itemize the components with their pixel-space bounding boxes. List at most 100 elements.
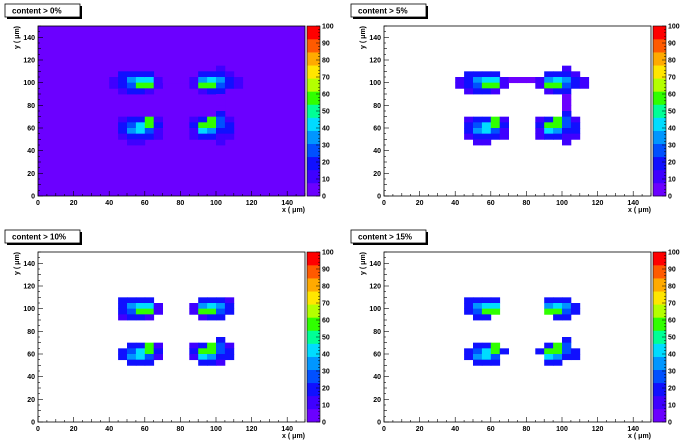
palette-swatch [653, 65, 666, 79]
heatmap-cell [189, 128, 199, 135]
x-tick-label: 80 [177, 200, 185, 207]
heatmap-cell [118, 116, 128, 123]
palette-swatch [653, 317, 666, 331]
x-tick-label: 120 [592, 200, 604, 207]
heatmap-cell [118, 71, 128, 78]
heatmap-cell [464, 77, 474, 84]
heatmap-cell [135, 359, 146, 366]
heatmap-cell [562, 128, 572, 135]
heatmap-cell [198, 88, 208, 95]
x-axis-label: x ( μm) [282, 207, 305, 214]
heatmap-cell [127, 308, 137, 315]
palette-tick-label: 70 [668, 301, 676, 308]
heatmap-cell [198, 314, 208, 321]
heatmap-cell [562, 348, 572, 355]
heatmap-cell [207, 348, 217, 355]
heatmap-cell [544, 354, 554, 361]
heatmap-cell [135, 354, 146, 361]
y-tick-label: 140 [23, 35, 35, 42]
heatmap-cell [562, 94, 572, 101]
heatmap-cell [499, 82, 509, 89]
heatmap-cell [490, 122, 501, 129]
heatmap-cell [499, 348, 509, 355]
panel-title-shadow [353, 17, 428, 19]
heatmap-cell [135, 122, 146, 129]
x-tick-label: 120 [246, 426, 258, 433]
heatmap-cell [544, 308, 554, 315]
palette-swatch [307, 65, 320, 79]
heatmap-cell [535, 82, 545, 89]
x-tick-label: 80 [523, 426, 531, 433]
heatmap-cell [570, 133, 581, 140]
heatmap-cell [224, 354, 235, 361]
heatmap-cell [118, 354, 128, 361]
heatmap-cell [544, 82, 554, 89]
heatmap-cell [153, 303, 163, 310]
heatmap-cell [499, 122, 509, 129]
heatmap-cell [455, 77, 465, 84]
heatmap-cell [473, 348, 483, 355]
palette-swatch [307, 265, 320, 279]
heatmap-cell [464, 122, 474, 129]
y-axis-label: y ( μm) [360, 252, 367, 275]
heatmap-cell [224, 342, 235, 349]
heatmap-cell [144, 71, 155, 78]
heatmap-cell [127, 88, 137, 95]
heatmap-cell [118, 133, 128, 140]
heatmap-cell [499, 77, 509, 84]
x-axis-label: x ( μm) [628, 207, 651, 214]
heatmap-cell [473, 82, 483, 89]
heatmap-cell [135, 71, 146, 78]
heatmap-cell [464, 88, 474, 95]
heatmap-cell [464, 116, 474, 123]
heatmap-cell [198, 303, 208, 310]
palette-swatch [653, 104, 666, 118]
heatmap-cell [216, 133, 226, 140]
heatmap-cell [481, 128, 492, 135]
heatmap-cell [473, 139, 483, 146]
heatmap-cell [207, 133, 217, 140]
heatmap-cell [144, 314, 155, 321]
heatmap-cell [570, 82, 581, 89]
x-tick-label: 60 [487, 426, 495, 433]
heatmap-cell [464, 297, 474, 304]
y-axis-label: y ( μm) [360, 26, 367, 49]
heatmap-cell [144, 354, 155, 361]
x-tick-label: 0 [382, 200, 386, 207]
heatmap-cell [481, 359, 492, 366]
heatmap-cell [570, 128, 581, 135]
heatmap-cell [153, 342, 163, 349]
palette-swatch [307, 356, 320, 370]
heatmap-cell [135, 77, 146, 84]
heatmap-cell [562, 139, 572, 146]
heatmap-cell [144, 303, 155, 310]
heatmap-cell [544, 88, 554, 95]
heatmap-cell [198, 348, 208, 355]
heatmap-cell [216, 359, 226, 366]
palette-tick-label: 70 [668, 75, 676, 82]
heatmap-cell [553, 314, 563, 321]
heatmap-cell [207, 303, 217, 310]
heatmap-cell [473, 116, 483, 123]
palette-swatch [653, 156, 666, 171]
heatmap-cell [473, 77, 483, 84]
palette-tick-label: 0 [322, 420, 326, 427]
heatmap-cell [464, 303, 474, 310]
heatmap-cell [535, 77, 545, 84]
palette-tick-label: 30 [668, 143, 676, 150]
y-tick-label: 60 [27, 352, 35, 359]
palette-tick-label: 0 [668, 420, 672, 427]
x-axis-label: x ( μm) [628, 433, 651, 440]
heatmap-cell [473, 133, 483, 140]
palette-swatch [307, 130, 320, 144]
heatmap-cell [127, 133, 137, 140]
palette-tick-label: 50 [668, 109, 676, 116]
heatmap-cell [216, 314, 226, 321]
heatmap-cell [162, 77, 172, 84]
heatmap-cell [553, 82, 563, 89]
heatmap-cell [481, 122, 492, 129]
y-tick-label: 120 [369, 284, 381, 291]
x-tick-label: 140 [281, 426, 293, 433]
heatmap-cell [135, 116, 146, 123]
heatmap-cell [118, 88, 128, 95]
